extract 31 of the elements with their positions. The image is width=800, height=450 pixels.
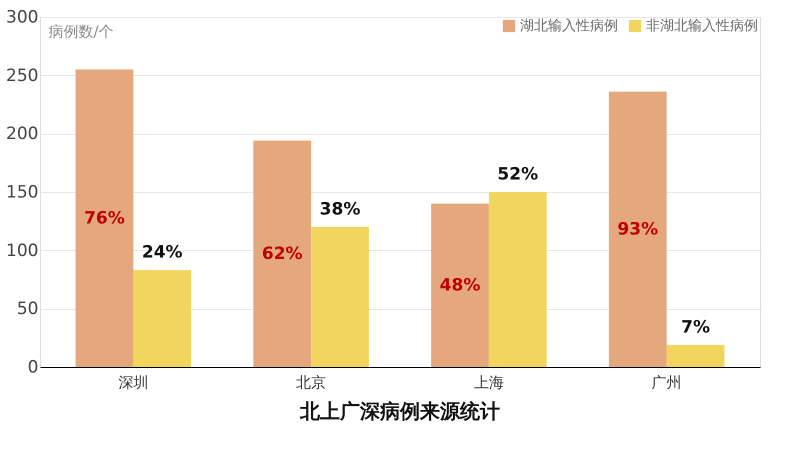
y-tick-label: 200	[6, 124, 38, 144]
annotation: 76%	[84, 208, 125, 228]
annotation: 62%	[262, 244, 303, 264]
bar	[488, 192, 547, 367]
y-tick-label: 250	[6, 66, 38, 86]
x-tick-label: 深圳	[118, 374, 148, 392]
bar	[431, 204, 489, 367]
annotation: 24%	[142, 242, 183, 263]
y-axis-title: 病例数/个	[48, 22, 114, 40]
bar	[133, 270, 192, 367]
annotation: 7%	[681, 317, 710, 338]
text: 北上广深病例来源统计	[299, 399, 500, 423]
bar	[253, 140, 312, 367]
bar	[608, 92, 667, 367]
x-tick-label: 上海	[474, 374, 504, 392]
x-tick-label: 北京	[296, 374, 326, 392]
y-tick-label: 150	[6, 182, 38, 202]
annotation: 38%	[320, 200, 360, 220]
annotation: 48%	[440, 275, 480, 296]
bar	[666, 344, 724, 367]
annotation: 93%	[617, 219, 658, 240]
legend-label: 湖北输入性病例	[520, 18, 618, 34]
y-tick-label: 300	[6, 8, 38, 28]
annotation: 52%	[497, 164, 538, 184]
x-tick-label: 广州	[652, 374, 682, 392]
bar	[76, 70, 134, 367]
y-tick-label: 0	[28, 358, 38, 378]
legend-label: 非湖北输入性病例	[646, 18, 758, 34]
bar	[311, 227, 369, 367]
y-tick-label: 50	[16, 299, 38, 320]
y-tick-label: 100	[6, 240, 38, 261]
